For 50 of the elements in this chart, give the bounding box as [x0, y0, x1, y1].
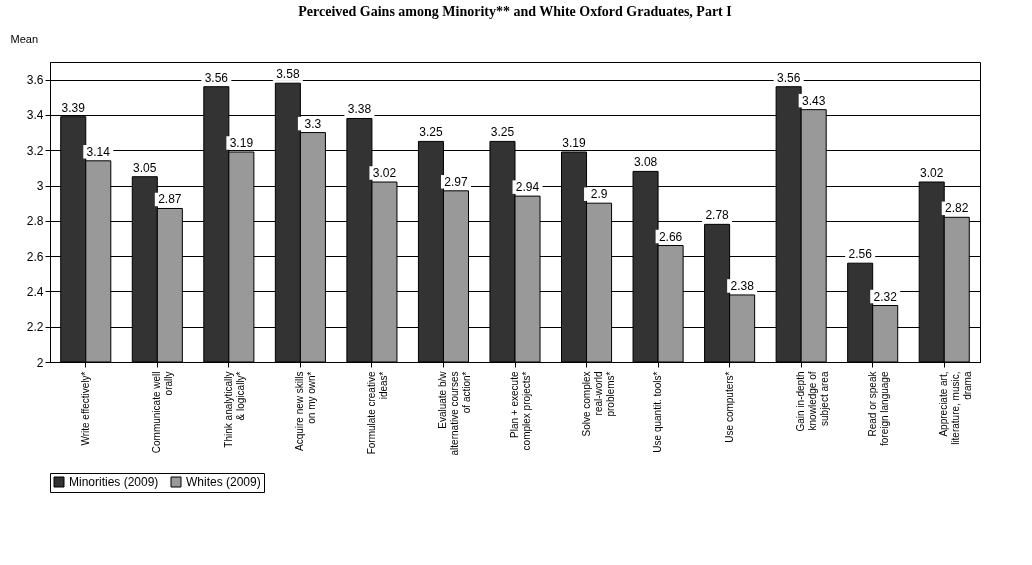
data-label: 3.08 — [633, 155, 658, 170]
y-tick-label: 3 — [36, 179, 44, 194]
data-label: 2.87 — [158, 192, 182, 207]
data-label: 3.02 — [372, 166, 397, 180]
x-tick-label: Appreciate art, literature, music, drama — [938, 371, 974, 445]
data-label: 3.56 — [204, 70, 229, 85]
data-label: 3.19 — [562, 136, 587, 150]
y-tick-label: 3.2 — [26, 143, 44, 158]
x-tick-label: Evaluate b/w alternative courses of action* — [437, 370, 473, 456]
data-label: 2.94 — [515, 180, 540, 195]
data-label: 2.32 — [873, 289, 898, 304]
data-label: 3.39 — [61, 100, 86, 115]
data-label: 3.02 — [920, 166, 944, 180]
data-label: 3.14 — [86, 144, 111, 159]
data-label: 3.38 — [347, 102, 372, 117]
data-label: 2.97 — [444, 174, 468, 189]
y-tick-label: 2.4 — [26, 284, 44, 299]
legend-label: Whites (2009) — [186, 475, 261, 489]
x-tick-label: Acquire new skills on my own* — [294, 371, 318, 451]
data-label: 2.78 — [705, 208, 730, 223]
data-label: 3.58 — [276, 67, 300, 82]
x-tick-label: Communicate well orally — [151, 371, 175, 454]
data-label: 2.9 — [590, 187, 608, 202]
legend-label: Minorities (2009) — [69, 475, 159, 489]
x-tick-label: Use computers* — [723, 371, 735, 443]
x-tick-label: Formulate creative ideas* — [365, 371, 389, 455]
y-tick-label: 3.6 — [26, 73, 44, 88]
data-label: 3.05 — [133, 160, 157, 175]
data-label: 3.25 — [419, 125, 443, 140]
x-tick-label: Think analytically & logically* — [222, 371, 246, 448]
y-tick-label: 2.8 — [26, 214, 44, 229]
y-tick-label: 2 — [36, 355, 44, 370]
data-label: 3.25 — [490, 125, 515, 140]
data-label: 3.19 — [229, 136, 254, 150]
data-label: 2.38 — [730, 278, 755, 293]
x-tick-label: Write effectively* — [79, 371, 91, 446]
data-label: 3.43 — [801, 93, 826, 108]
data-label: 2.66 — [658, 229, 683, 244]
x-tick-label: Use quantit. tools* — [652, 371, 664, 453]
x-tick-label: Gain in-depth knowledge of subject area — [795, 371, 831, 432]
y-axis-title: Mean — [10, 32, 39, 45]
y-tick-label: 2.6 — [26, 249, 44, 264]
chart-title: Perceived Gains among Minority** and White Oxford Graduates, Part I — [298, 4, 732, 19]
data-label: 3.3 — [304, 116, 322, 131]
y-tick-label: 3.4 — [26, 108, 44, 123]
data-label: 3.56 — [776, 70, 801, 85]
data-label: 2.82 — [945, 201, 969, 216]
data-label: 2.56 — [848, 247, 873, 262]
x-tick-label: Solve complex real-world problems* — [580, 371, 616, 437]
y-tick-label: 2.2 — [26, 320, 44, 335]
